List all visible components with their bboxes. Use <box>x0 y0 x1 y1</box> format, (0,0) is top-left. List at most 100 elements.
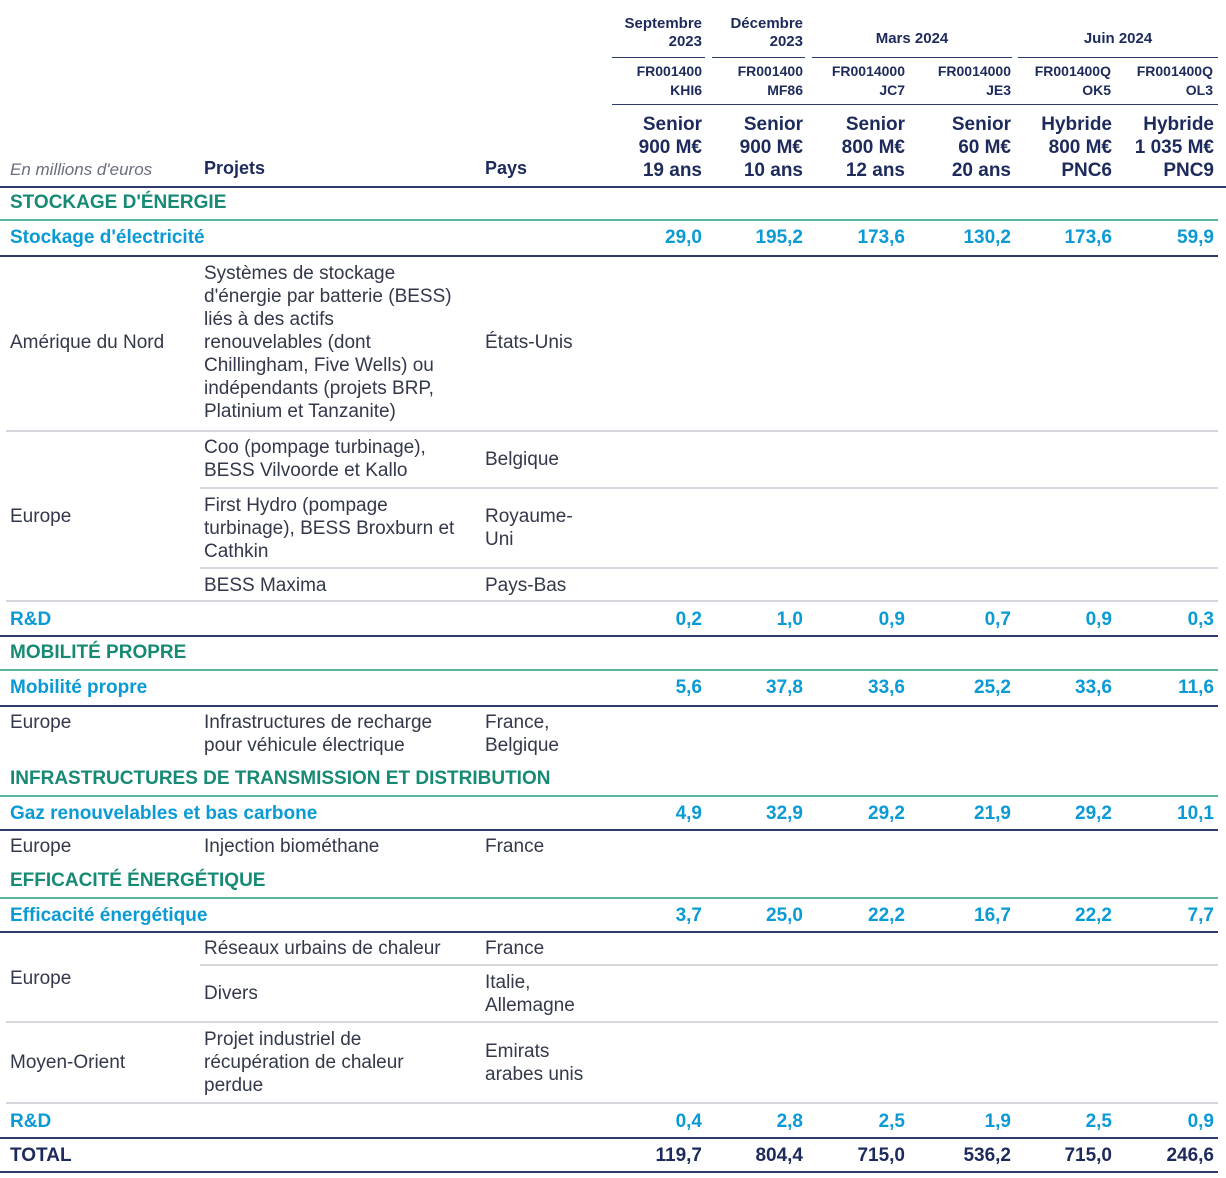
period-underline <box>712 57 805 58</box>
column-header-projets: Projets <box>204 158 266 178</box>
subtotal-efficacite-energetique: Efficacité énergétique 3,7 25,0 22,2 16,… <box>0 899 1218 933</box>
isin-3: FR0014000 JC7 <box>831 63 905 98</box>
project-cell: Systèmes de stockage d'énergie par batter… <box>204 263 452 422</box>
country-cell: Italie, Allemagne <box>485 972 575 1016</box>
period-label: Décembre <box>730 15 803 32</box>
value-cell: 10,1 <box>1177 803 1214 824</box>
value-cell: 29,0 <box>665 227 702 248</box>
value-cell: 130,2 <box>963 227 1011 248</box>
value-cell: 25,0 <box>766 905 803 926</box>
period-december-2023: Décembre 2023 <box>708 15 803 51</box>
bond-desc-2: Senior 900 M€ 10 ans <box>739 114 803 181</box>
country-cell: Emirats arabes unis <box>485 1041 584 1085</box>
subtotal-label: Gaz renouvelables et bas carbone <box>10 803 318 824</box>
period-label: Septembre <box>624 15 702 32</box>
bond-desc-3: Senior 800 M€ 12 ans <box>841 114 905 181</box>
project-cell: BESS Maxima <box>204 575 327 596</box>
country-cell: Belgique <box>485 449 559 470</box>
row-divider <box>6 1021 1218 1023</box>
value-cell: 0,9 <box>1187 1111 1214 1132</box>
region-europe: Europe <box>10 836 72 857</box>
row-divider <box>6 430 1218 432</box>
value-cell: 22,2 <box>868 905 905 926</box>
value-cell: 0,3 <box>1187 609 1214 630</box>
value-cell: 804,4 <box>755 1145 803 1166</box>
project-cell: Coo (pompage turbinage), BESS Vilvoorde e… <box>204 437 426 481</box>
value-cell: 25,2 <box>974 677 1011 698</box>
value-cell: 0,9 <box>878 609 905 630</box>
subtotal-label: R&D <box>10 609 52 630</box>
region-europe: Europe <box>10 968 72 989</box>
value-cell: 2,5 <box>1085 1111 1112 1132</box>
value-cell: 0,9 <box>1085 609 1112 630</box>
value-cell: 33,6 <box>868 677 905 698</box>
period-march-2024: Mars 2024 <box>875 30 949 47</box>
country-cell: France <box>485 938 545 959</box>
section-stockage-energie: STOCKAGE D'ÉNERGIE <box>0 187 1218 221</box>
section-efficacite-energetique: EFFICACITÉ ÉNERGÉTIQUE <box>0 865 1218 899</box>
column-header-pays: Pays <box>485 158 528 178</box>
project-cell: Projet industriel de récupération de chal… <box>204 1029 404 1096</box>
value-cell: 11,6 <box>1178 677 1214 698</box>
region-amerique-du-nord: Amérique du Nord <box>10 332 165 353</box>
row-divider <box>200 487 1218 489</box>
isin-4: FR0014000 JE3 <box>937 63 1011 98</box>
value-cell: 173,6 <box>1064 227 1112 248</box>
period-september-2023: Septembre 2023 <box>605 15 702 51</box>
value-cell: 246,6 <box>1166 1145 1214 1166</box>
subtotal-label: Stockage d'électricité <box>10 227 205 248</box>
isin-5: FR001400Q OK5 <box>1034 63 1111 98</box>
value-cell: 195,2 <box>755 227 803 248</box>
section-infrastructures: INFRASTRUCTURES DE TRANSMISSION ET DISTR… <box>0 763 1218 797</box>
subtotal-label: R&D <box>10 1111 52 1132</box>
country-cell: États-Unis <box>485 332 573 353</box>
value-cell: 1,0 <box>776 609 803 630</box>
value-cell: 7,7 <box>1187 905 1214 926</box>
value-cell: 715,0 <box>857 1145 905 1166</box>
project-cell: Injection biométhane <box>204 836 380 857</box>
value-cell: 1,9 <box>984 1111 1011 1132</box>
value-cell: 0,4 <box>675 1111 702 1132</box>
subtotal-label: Mobilité propre <box>10 677 148 698</box>
region-moyen-orient: Moyen-Orient <box>10 1052 126 1073</box>
isin-underline <box>612 104 1218 105</box>
period-year: 2023 <box>668 33 702 50</box>
row-divider <box>6 600 1218 602</box>
bond-desc-1: Senior 900 M€ 19 ans <box>638 114 702 181</box>
isin-1: FR001400 KHI6 <box>636 63 702 98</box>
value-cell: 21,9 <box>974 803 1011 824</box>
row-divider <box>200 567 1218 569</box>
value-cell: 5,6 <box>675 677 702 698</box>
value-cell: 536,2 <box>963 1145 1011 1166</box>
value-cell: 33,6 <box>1075 677 1112 698</box>
subtotal-gaz-renouvelables: Gaz renouvelables et bas carbone 4,9 32,… <box>0 797 1218 831</box>
value-cell: 22,2 <box>1075 905 1112 926</box>
subtotal-rd: R&D 0,2 1,0 0,9 0,7 0,9 0,3 <box>0 603 1218 637</box>
period-june-2024: Juin 2024 <box>1083 30 1153 47</box>
region-europe: Europe <box>10 506 72 527</box>
table-header: Septembre 2023 Décembre 2023 Mars 2024 J… <box>0 0 1226 188</box>
country-cell: Royaume- Uni <box>485 506 573 550</box>
bond-desc-5: Hybride 800 M€ PNC6 <box>1041 114 1112 181</box>
value-cell: 4,9 <box>675 803 702 824</box>
unit-label: En millions d'euros <box>10 160 153 179</box>
project-cell: Divers <box>204 983 258 1004</box>
value-cell: 2,8 <box>776 1111 803 1132</box>
value-cell: 173,6 <box>857 227 905 248</box>
region-europe: Europe <box>10 712 72 733</box>
subtotal-label: Efficacité énergétique <box>10 905 208 926</box>
country-cell: Pays-Bas <box>485 575 567 596</box>
isin-2: FR001400 MF86 <box>737 63 803 98</box>
value-cell: 2,5 <box>878 1111 905 1132</box>
period-underline <box>1018 57 1218 58</box>
value-cell: 0,7 <box>984 609 1011 630</box>
project-cell: First Hydro (pompage turbinage), BESS Bro… <box>204 495 455 562</box>
value-cell: 3,7 <box>675 905 702 926</box>
value-cell: 32,9 <box>766 803 803 824</box>
period-year: 2023 <box>769 33 803 50</box>
bond-desc-6: Hybride 1 035 M€ PNC9 <box>1134 114 1214 181</box>
subtotal-rd: R&D 0,4 2,8 2,5 1,9 2,5 0,9 <box>0 1105 1218 1139</box>
value-cell: 29,2 <box>1075 803 1112 824</box>
value-cell: 29,2 <box>868 803 905 824</box>
